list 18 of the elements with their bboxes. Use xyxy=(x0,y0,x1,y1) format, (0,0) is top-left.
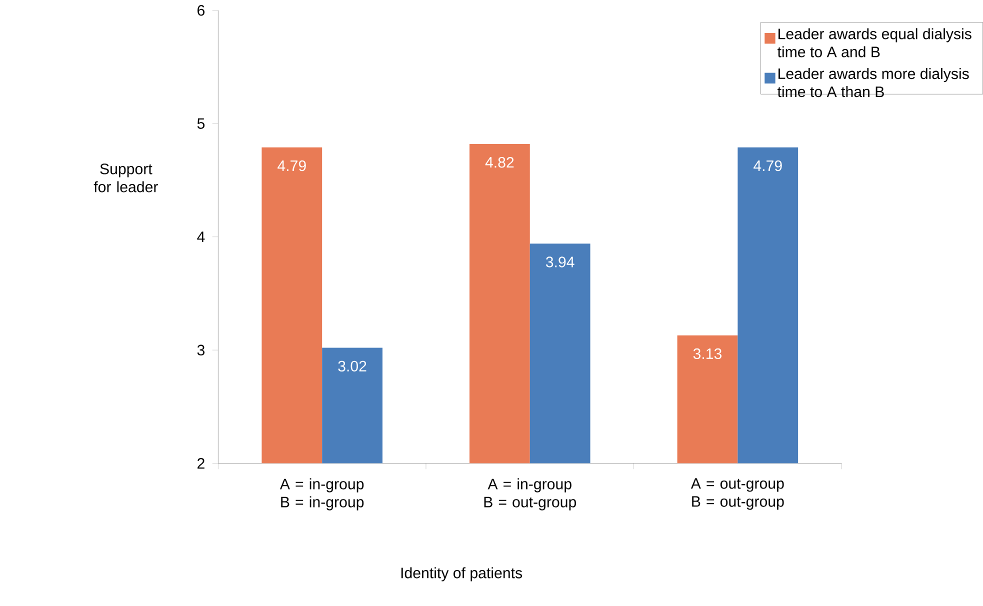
data-label: 3.13 xyxy=(693,348,722,360)
data-label: 4.79 xyxy=(278,160,306,172)
legend-label: Leader awards equal dialysis time to A and B xyxy=(778,28,972,58)
x-tick-label: A = out-group B = out-group xyxy=(690,478,784,510)
data-label: 3.94 xyxy=(546,256,574,268)
data-label: 3.02 xyxy=(338,360,366,372)
y-tick-label: 2 xyxy=(198,458,204,469)
y-axis-title: Support for leader xyxy=(94,164,158,192)
legend-label: Leader awards more dialysis time to A than B xyxy=(778,68,969,98)
y-tick-label: 4 xyxy=(197,232,205,242)
x-axis-title: Identity of patients xyxy=(401,567,522,582)
data-label: 4.79 xyxy=(754,160,782,172)
y-tick-label: 6 xyxy=(198,5,204,16)
data-label: 4.82 xyxy=(485,157,514,168)
x-tick-label: A = in-group B = out-group xyxy=(484,478,576,510)
y-tick-label: 3 xyxy=(197,344,204,356)
y-tick-label: 5 xyxy=(197,118,205,129)
x-tick-label: A = in-group B = in-group xyxy=(280,478,364,510)
